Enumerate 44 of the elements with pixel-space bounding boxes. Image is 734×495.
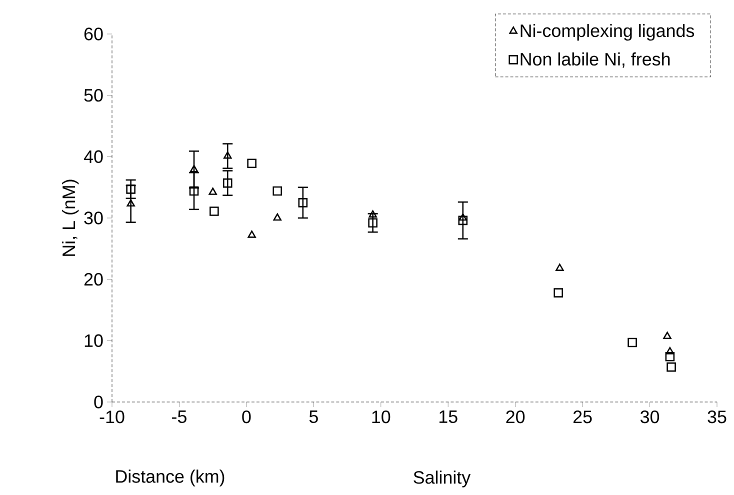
y-axis-title: Ni, L (nM)	[62, 180, 79, 256]
y-tick-label: 40	[84, 150, 103, 164]
point	[554, 288, 564, 298]
point	[666, 347, 674, 354]
point	[272, 186, 282, 196]
y-tick-label: 0	[94, 396, 103, 408]
point	[458, 213, 468, 221]
point	[556, 264, 564, 271]
x-tick-label: -5	[172, 410, 186, 424]
legend-label: Ni-complexing ligands	[520, 24, 694, 41]
x-tick-label: 30	[640, 410, 660, 424]
x-tick-label: 25	[573, 410, 592, 424]
point	[189, 186, 199, 196]
x-axis-title: Salinity	[414, 470, 471, 488]
point	[126, 184, 136, 194]
y-tick-label: 20	[84, 272, 103, 286]
point	[248, 230, 256, 238]
y-tick-label: 30	[84, 212, 103, 224]
point	[208, 188, 217, 195]
text: Distance (km)	[116, 470, 224, 486]
point	[298, 198, 308, 208]
point	[190, 164, 198, 172]
point	[666, 362, 676, 372]
point	[224, 151, 232, 159]
x-tick-label: 10	[372, 410, 390, 424]
x-tick-label: 20	[506, 410, 525, 424]
point	[458, 216, 468, 226]
x-tick-label: -10	[100, 410, 124, 424]
y-tick-label: 60	[84, 28, 103, 40]
x-tick-label: 0	[242, 410, 251, 424]
point	[210, 206, 219, 216]
y-tick-label: 50	[84, 88, 103, 102]
x-tick-label: 5	[309, 410, 318, 424]
point	[247, 158, 256, 168]
point	[222, 178, 232, 188]
point	[628, 338, 637, 348]
y-tick-label: 10	[84, 334, 103, 348]
point	[273, 213, 282, 221]
legend-label: Non labile Ni, fresh	[520, 52, 670, 68]
x-tick-label: 15	[440, 410, 458, 424]
point	[368, 218, 378, 228]
x-tick-label: 35	[708, 410, 726, 424]
point	[665, 352, 675, 362]
point	[663, 332, 672, 340]
